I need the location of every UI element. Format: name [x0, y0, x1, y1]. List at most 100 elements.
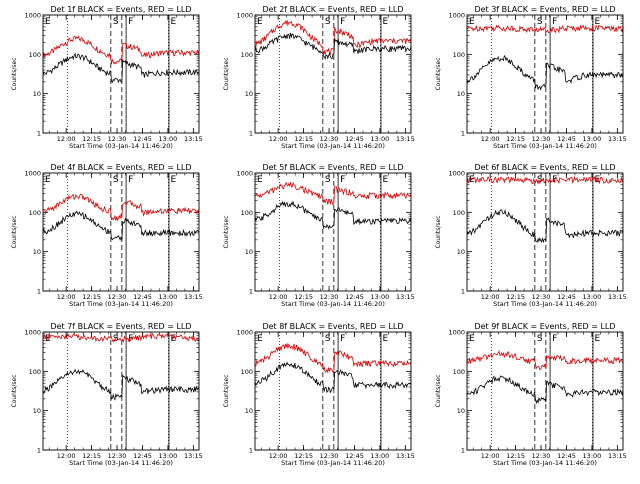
y-tick-label: 1: [461, 447, 465, 455]
marker-letter: E: [257, 334, 263, 344]
series-line-lld: [466, 175, 624, 185]
y-tick-label: 10: [457, 248, 465, 256]
series-line-lld: [42, 193, 200, 222]
marker-letter: E: [257, 17, 263, 27]
x-tick-label: 13:00: [583, 452, 602, 460]
x-tick-label: 12:00: [57, 293, 76, 301]
y-tick-label: 1: [461, 130, 465, 138]
series-line-lld: [466, 350, 624, 371]
x-tick-label: 12:00: [269, 293, 288, 301]
x-tick-label: 12:45: [133, 135, 152, 143]
y-axis-label: Counts/sec: [435, 57, 442, 90]
panel-title: Det 1f BLACK = Events, RED = LLD: [50, 5, 191, 14]
x-tick-label: 12:00: [481, 135, 500, 143]
y-tick-label: 1: [249, 447, 253, 455]
marker-letter: E: [594, 334, 600, 344]
plot-frame: [254, 14, 412, 134]
x-tick-label: 12:45: [345, 452, 364, 460]
x-axis-label: Start Time (03-Jan-14 11:46:20): [493, 300, 597, 308]
x-axis-label: Start Time (03-Jan-14 11:46:20): [69, 459, 173, 467]
x-tick-label: 12:00: [57, 135, 76, 143]
y-axis-label: Counts/sec: [435, 215, 442, 248]
x-tick-label: 12:00: [481, 452, 500, 460]
x-tick-label: 12:00: [269, 452, 288, 460]
x-tick-label: 12:30: [532, 452, 551, 460]
x-tick-label: 12:30: [320, 135, 339, 143]
y-tick-label: 10: [245, 248, 253, 256]
panel-det-7: Det 7f BLACK = Events, RED = LLD Counts/s…: [11, 322, 203, 467]
y-tick-label: 1: [249, 288, 253, 296]
x-tick-label: 12:45: [557, 135, 576, 143]
panel-det-5: Det 5f BLACK = Events, RED = LLD Counts/s…: [223, 163, 415, 308]
y-tick-label: 100: [241, 209, 253, 217]
x-tick-label: 13:00: [159, 293, 178, 301]
marker-letter: F: [340, 334, 345, 344]
series-line-events: [466, 54, 624, 91]
marker-letter: S: [537, 175, 543, 185]
series-line-lld: [254, 181, 412, 206]
series-line-lld: [254, 343, 412, 374]
x-tick-label: 12:00: [269, 135, 288, 143]
y-tick-label: 100: [453, 51, 465, 59]
y-tick-label: 1: [461, 288, 465, 296]
series-line-events: [42, 210, 200, 241]
series-line-lld: [42, 35, 200, 65]
plot-frame: [254, 331, 412, 451]
x-tick-label: 12:45: [345, 293, 364, 301]
panel-det-1: Det 1f BLACK = Events, RED = LLD Counts/s…: [11, 5, 203, 150]
series-line-events: [42, 368, 200, 401]
y-tick-label: 1000: [236, 170, 253, 178]
panel-title: Det 4f BLACK = Events, RED = LLD: [50, 163, 191, 172]
x-axis-label: Start Time (03-Jan-14 11:46:20): [281, 142, 385, 150]
panel-title: Det 7f BLACK = Events, RED = LLD: [50, 322, 191, 331]
series-line-lld: [466, 24, 624, 34]
marker-letter: F: [128, 17, 133, 27]
plot-frame: [42, 172, 200, 292]
marker-letter: E: [469, 175, 475, 185]
y-tick-label: 10: [457, 90, 465, 98]
y-tick-label: 10: [33, 407, 41, 415]
y-tick-label: 1: [249, 130, 253, 138]
y-axis-label: Counts/sec: [435, 374, 442, 407]
marker-letter: S: [537, 17, 543, 27]
x-tick-label: 12:30: [532, 135, 551, 143]
panel-title: Det 2f BLACK = Events, RED = LLD: [262, 5, 403, 14]
x-tick-label: 13:15: [396, 452, 415, 460]
panel-det-8: Det 8f BLACK = Events, RED = LLD Counts/s…: [223, 322, 415, 467]
marker-letter: E: [45, 17, 51, 27]
x-tick-label: 13:00: [583, 135, 602, 143]
panel-title: Det 5f BLACK = Events, RED = LLD: [262, 163, 403, 172]
y-tick-label: 100: [29, 368, 41, 376]
plot-frame: [466, 331, 624, 451]
panel-title: Det 6f BLACK = Events, RED = LLD: [474, 163, 615, 172]
x-tick-label: 13:00: [371, 293, 390, 301]
y-tick-label: 1000: [448, 12, 465, 20]
x-tick-label: 12:30: [320, 293, 339, 301]
y-tick-label: 10: [33, 90, 41, 98]
series-line-events: [466, 375, 624, 405]
y-axis-label: Counts/sec: [11, 374, 18, 407]
marker-letter: E: [257, 175, 263, 185]
marker-letter: F: [128, 175, 133, 185]
x-tick-label: 13:15: [396, 135, 415, 143]
y-axis-label: Counts/sec: [11, 57, 18, 90]
marker-letter: F: [340, 175, 345, 185]
y-tick-label: 1000: [24, 329, 41, 337]
marker-letter: E: [170, 175, 176, 185]
marker-letter: S: [325, 175, 331, 185]
x-tick-label: 13:15: [184, 135, 203, 143]
x-tick-label: 12:00: [481, 293, 500, 301]
y-axis-label: Counts/sec: [223, 374, 230, 407]
y-tick-label: 100: [453, 368, 465, 376]
y-tick-label: 10: [245, 407, 253, 415]
x-axis-label: Start Time (03-Jan-14 11:46:20): [281, 300, 385, 308]
marker-letter: E: [594, 17, 600, 27]
x-tick-label: 12:30: [108, 293, 127, 301]
x-tick-label: 12:15: [506, 293, 525, 301]
panel-title: Det 3f BLACK = Events, RED = LLD: [474, 5, 615, 14]
x-tick-label: 12:15: [294, 293, 313, 301]
x-tick-label: 12:15: [506, 135, 525, 143]
plot-frame: [42, 331, 200, 451]
x-tick-label: 13:00: [583, 293, 602, 301]
